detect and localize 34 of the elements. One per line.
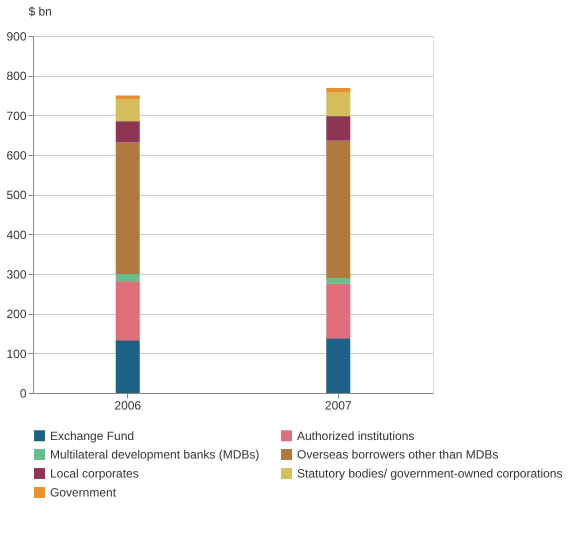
bar [116,281,140,340]
y-tick-label: 100 [6,346,27,361]
bar [326,278,350,284]
y-tick-label: 400 [6,228,27,242]
y-tick-label: 200 [6,307,27,322]
y-tick-label: 500 [6,188,27,202]
bar [326,338,350,393]
y-tick-label: 800 [6,69,27,84]
bar [326,92,350,116]
bar [326,284,350,338]
legend-label: Authorized institutions [297,428,414,443]
x-tick-label: 2006 [114,398,142,412]
legend-label: Statutory bodies/ government-owned corporations [297,466,562,480]
y-tick-label: 900 [6,30,27,44]
y-tick-label: 300 [6,268,27,282]
legend-label: Government [50,486,117,500]
y-tick-label: 600 [6,148,27,162]
legend-label: Exchange Fund [50,428,134,443]
legend-label: Overseas borrowers other than MDBs [297,448,498,462]
bar [326,116,350,140]
y-tick-label: 700 [6,108,27,123]
bar [116,274,140,282]
legend-label: Local corporates [50,466,139,480]
y-axis-title: $ bn [28,4,52,18]
bar [326,140,350,278]
bar [326,88,350,92]
bar [116,96,140,100]
legend-label: Multilateral development banks (MDBs) [50,448,260,462]
bar [116,340,140,393]
y-tick-label: 0 [20,386,27,400]
bar [116,121,140,142]
bar [116,142,140,274]
bar [116,99,140,122]
x-tick-label: 2007 [324,398,352,412]
